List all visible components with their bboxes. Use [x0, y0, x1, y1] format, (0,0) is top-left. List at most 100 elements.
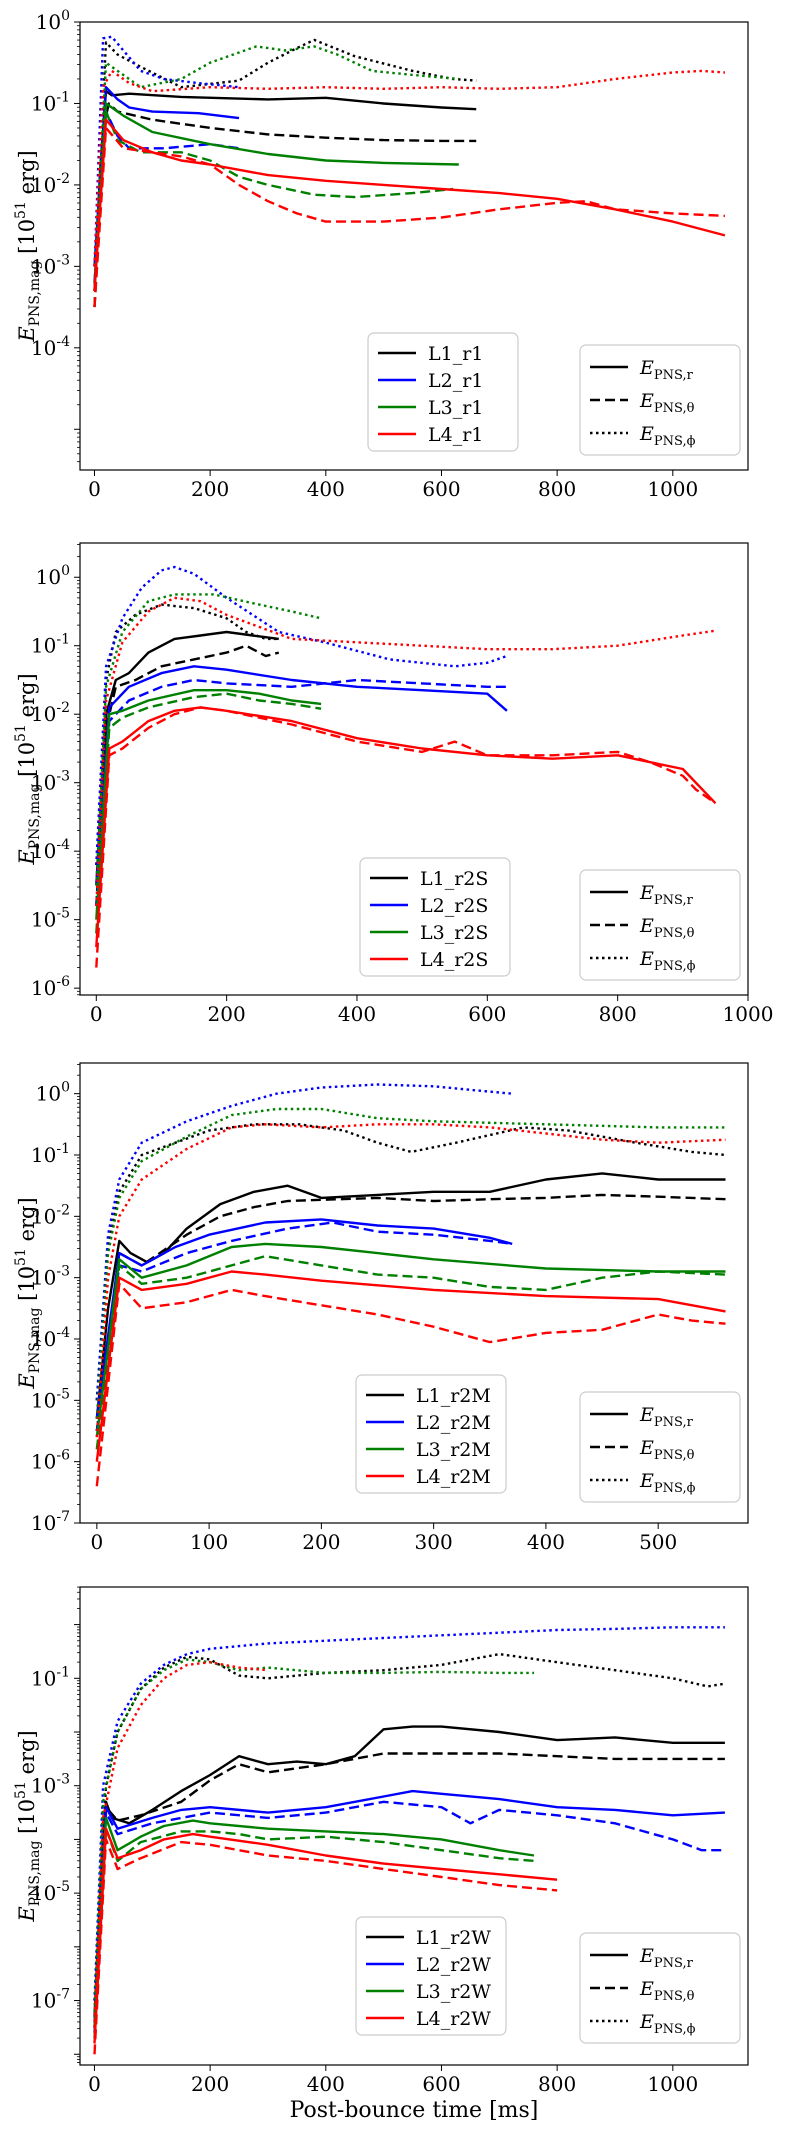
x-tick-label: 600: [468, 1002, 506, 1026]
y-tick-exponent: -3: [56, 252, 70, 268]
x-tick-label: 800: [538, 477, 576, 501]
legend-models: L1_r1 L2_r1 L3_r1 L4_r1: [367, 332, 519, 452]
y-tick-label: 10-1: [31, 1141, 70, 1167]
series-L1_r2S-r: [95, 630, 279, 886]
panel-r1: 0 200 400 600 800 100010-410-310-210-1100EPNS…: [13, 8, 749, 501]
legend-model-label: L1_r2W: [416, 1927, 491, 1949]
x-tick-label: 100: [190, 1530, 228, 1554]
legend-components: EPNS,r EPNS,θ EPNS,ϕ: [579, 869, 741, 981]
series-L1_r1-theta: [93, 102, 477, 308]
x-tick-label: 0: [88, 477, 101, 501]
series-L4_r2M-phi: [95, 1123, 726, 1438]
legend-model-label: L3_r2M: [416, 1439, 491, 1461]
legend-components: EPNS,r EPNS,θ EPNS,ϕ: [579, 1391, 741, 1503]
y-tick-label: 100: [36, 8, 70, 34]
x-tick-label: 200: [208, 1002, 246, 1026]
x-tick-label: 200: [191, 2072, 229, 2096]
y-tick-exponent: -5: [56, 906, 70, 922]
x-tick-label: 600: [422, 2072, 460, 2096]
x-tick-label: 1000: [647, 477, 698, 501]
y-tick-exponent: -6: [56, 1448, 70, 1464]
x-tick-label: 0: [88, 2072, 101, 2096]
series-L4_r2W-theta: [93, 1838, 558, 2055]
y-tick-exponent: -6: [56, 974, 70, 990]
y-tick-exponent: -1: [56, 89, 70, 105]
x-tick-label: 400: [307, 477, 345, 501]
y-tick-exponent: -2: [56, 1202, 70, 1218]
legend-model-label: L3_r1: [428, 397, 483, 419]
y-axis-label: EPNS,mag [1051 erg]: [13, 150, 43, 342]
legend-component-label: EPNS,θ: [639, 1978, 695, 2004]
legend-component-label: EPNS,θ: [639, 915, 695, 941]
series-L4_r1-r: [93, 118, 726, 291]
series-L3_r2S-r: [95, 689, 322, 920]
x-tick-label: 1000: [723, 1002, 774, 1026]
y-tick-exponent: -1: [56, 632, 70, 648]
series-group: [93, 1626, 726, 2055]
y-tick-label: 10-6: [31, 1448, 70, 1474]
legend-model-label: L4_r1: [428, 424, 483, 446]
series-L2_r2M-theta: [95, 1221, 513, 1432]
legend-component-label: EPNS,ϕ: [639, 2011, 696, 2037]
y-tick-label: 100: [36, 563, 70, 589]
y-tick-label: 10-7: [31, 1987, 70, 2013]
series-L3_r1-phi: [93, 45, 459, 283]
series-L1_r2S-phi: [95, 603, 279, 865]
series-L3_r2S-phi: [95, 593, 322, 886]
legend-components: EPNS,r EPNS,θ EPNS,ϕ: [579, 1932, 741, 2044]
series-L1_r2M-r: [95, 1172, 726, 1419]
series-L1_r2W-r: [93, 1725, 725, 2017]
series-L2_r2W-phi: [93, 1626, 725, 2001]
series-L1_r1-r: [93, 89, 477, 291]
legend-models: L1_r2M L2_r2M L3_r2M L4_r2M: [355, 1374, 507, 1494]
series-L3_r2W-theta: [93, 1827, 535, 2039]
x-tick-label: 0: [90, 1002, 103, 1026]
y-tick-label: 10-4: [31, 1325, 70, 1351]
legend-model-label: L2_r1: [428, 370, 483, 392]
series-L2_r2S-theta: [95, 678, 507, 907]
y-tick-exponent: -3: [56, 1772, 70, 1788]
y-tick-exponent: 0: [61, 8, 70, 24]
y-tick-label: 10-1: [31, 1664, 70, 1690]
y-axis-label: EPNS,mag [1051 erg]: [13, 673, 43, 865]
y-tick-exponent: 0: [61, 1080, 70, 1096]
legend-component-label: EPNS,r: [639, 1404, 694, 1430]
series-L4_r2W-r: [93, 1827, 558, 2044]
series-L3_r1-theta: [93, 110, 454, 308]
series-L2_r2M-phi: [95, 1083, 513, 1401]
series-L4_r2M-r: [95, 1270, 726, 1462]
legend-box: [579, 344, 741, 456]
y-tick-label: 10-1: [31, 89, 70, 115]
panel-r2W: 0 200 400 600 800 100010-710-510-310-1EPNS,ma…: [13, 1586, 749, 2123]
series-L1_r2W-theta: [93, 1752, 725, 2028]
x-axis-label: Post-bounce time [ms]: [290, 2098, 539, 2123]
y-tick-exponent: 0: [61, 563, 70, 579]
series-L3_r2M-theta: [95, 1254, 726, 1450]
series-L3_r2M-r: [95, 1242, 726, 1438]
y-tick-label: 100: [36, 1080, 70, 1106]
series-L3_r2W-r: [93, 1816, 535, 2028]
y-tick-exponent: -3: [56, 1264, 70, 1280]
series-L3_r2S-theta: [95, 692, 322, 934]
legend-model-label: L1_r1: [428, 343, 483, 365]
series-L3_r1-r: [93, 102, 459, 291]
y-tick-label: 10-6: [31, 974, 70, 1000]
series-group: [95, 1083, 726, 1487]
x-tick-label: 200: [302, 1530, 340, 1554]
legend-box: [579, 1391, 741, 1503]
series-L2_r2W-r: [93, 1789, 725, 2023]
legend-component-label: EPNS,ϕ: [639, 423, 696, 449]
series-L3_r2W-phi: [93, 1658, 534, 2012]
x-tick-label: 400: [307, 2072, 345, 2096]
y-tick-label: 10-5: [31, 1386, 70, 1412]
series-L2_r1-phi: [93, 35, 240, 267]
legend-model-label: L4_r2W: [416, 2008, 491, 2030]
legend-component-label: EPNS,r: [639, 882, 694, 908]
y-tick-exponent: -1: [56, 1664, 70, 1680]
legend-models: L1_r2W L2_r2W L3_r2W L4_r2W: [355, 1916, 507, 2036]
series-L4_r2M-theta: [95, 1282, 726, 1487]
legend-model-label: L1_r2S: [420, 868, 488, 890]
legend-box: [355, 1916, 507, 2036]
